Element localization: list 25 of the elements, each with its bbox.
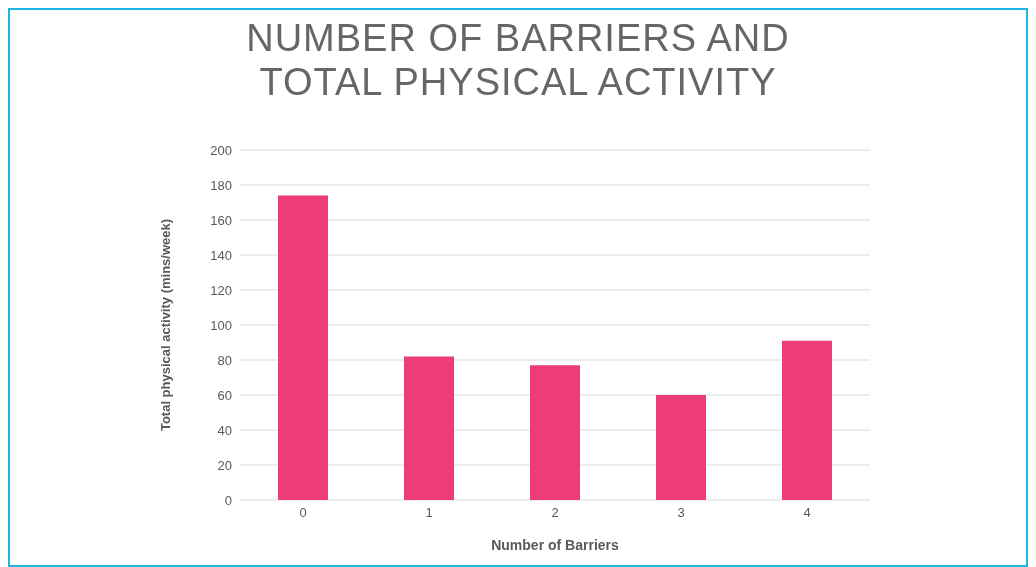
bar — [530, 365, 580, 500]
y-tick-label: 200 — [210, 142, 232, 158]
y-tick-label: 140 — [210, 247, 232, 263]
bar — [656, 395, 706, 500]
frame: NUMBER OF BARRIERS AND TOTAL PHYSICAL ACTIVITY 0 1 2 3 4 Number of Barriers 0 20 40 60 80 100 120 140 160 180 200 Total physical activity (mins/week) — [8, 8, 1028, 567]
y-tick-label: 120 — [210, 282, 232, 298]
chart-title: NUMBER OF BARRIERS AND TOTAL PHYSICAL ACTIVITY — [245, 16, 791, 104]
y-tick-label: 100 — [210, 317, 232, 333]
y-tick-label: 160 — [210, 212, 232, 228]
bar — [782, 340, 832, 500]
y-axis-title: Total physical activity (mins/week) — [157, 218, 173, 432]
x-axis-title: Number of Barriers — [491, 537, 620, 553]
x-tick-label: 1 — [425, 505, 433, 521]
y-tick-label: 0 — [224, 492, 232, 508]
bar — [278, 195, 328, 500]
bar — [404, 356, 454, 500]
y-tick-label: 40 — [217, 422, 232, 438]
y-tick-label: 20 — [217, 457, 232, 473]
y-tick-label: 80 — [217, 352, 232, 368]
y-tick-label: 60 — [217, 387, 232, 403]
x-tick-label: 2 — [551, 505, 559, 521]
x-tick-label: 0 — [299, 505, 307, 521]
x-tick-label: 4 — [803, 505, 811, 521]
y-tick-label: 180 — [210, 177, 232, 193]
x-tick-label: 3 — [677, 505, 685, 521]
